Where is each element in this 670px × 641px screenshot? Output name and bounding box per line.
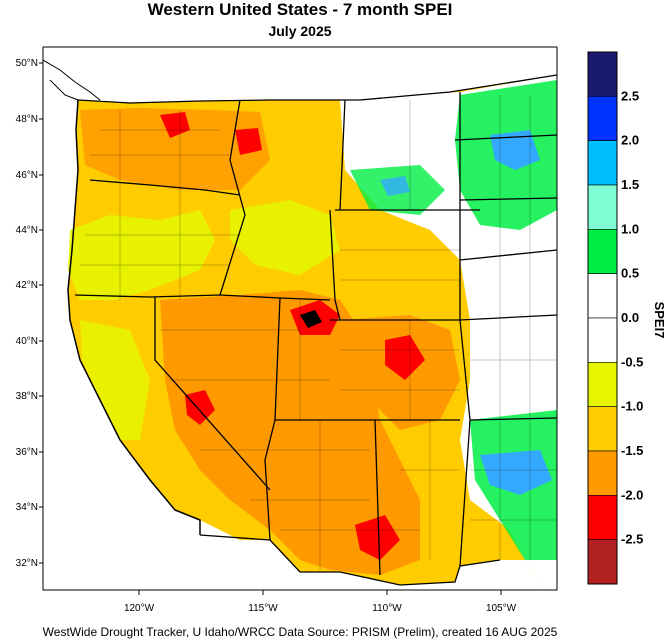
latitude-label: 40°N [16, 336, 38, 347]
colorbar-tick-label: 0.5 [621, 266, 639, 281]
colorbar-tick-label: -1.5 [621, 443, 643, 458]
very-wet-dakota [490, 130, 540, 170]
colorbar-tick-label: 1.5 [621, 177, 639, 192]
very-dry-great-basin [160, 290, 420, 575]
spei-colorbar: 2.5 2.0 1.5 1.0 0.5 0.0 -0.5 -1.0 -1.5 -2.0 -2.5 [587, 51, 643, 585]
colorbar-segment [587, 140, 618, 186]
colorbar-frame [587, 51, 618, 585]
colorbar-segment [587, 229, 618, 274]
colorbar-segment [587, 273, 618, 319]
map-footer-credit: WestWide Drought Tracker, U Idaho/WRCC D… [42, 625, 558, 639]
latitude-label: 38°N [16, 391, 38, 402]
moderately-dry-coastal [68, 210, 215, 300]
extreme-dry-nevada [185, 390, 215, 425]
extreme-dry-colorado [385, 335, 425, 380]
extreme-dry-washington [160, 112, 190, 138]
colorbar-tick-label: 2.0 [621, 133, 639, 148]
colorbar-segment [587, 51, 618, 97]
latitude-labels: 50°N 48°N 46°N 44°N 42°N 40°N 38°N 36°N 34°N 32°N [16, 58, 43, 569]
colorbar-segment [587, 406, 618, 452]
colorbar-segment [587, 317, 618, 363]
pacific-coastline [67, 99, 201, 535]
map-subtitle: July 2025 [268, 23, 332, 39]
county-boundaries [80, 95, 557, 570]
colorbar-segment [587, 450, 618, 496]
longitude-label: 115°W [248, 603, 278, 614]
great-salt-lake [300, 310, 322, 328]
moderately-dry-idaho [230, 200, 340, 275]
latitude-label: 36°N [16, 447, 38, 458]
latitude-label: 32°N [16, 558, 38, 569]
colorbar-segment [587, 96, 618, 141]
colorbar-tick-label: -2.5 [621, 532, 643, 547]
latitude-label: 46°N [16, 170, 38, 181]
wet-spot-wyoming [380, 176, 410, 196]
longitude-label: 110°W [372, 603, 402, 614]
colorbar-tick-label: 0.0 [621, 310, 639, 325]
colorbar-segment [587, 184, 618, 230]
longitude-label: 105°W [486, 603, 517, 614]
longitude-label: 120°W [124, 603, 155, 614]
colorbar-title: SPEI7 [652, 302, 667, 339]
longitude-labels: 120°W 115°W 110°W 105°W [124, 590, 517, 614]
extreme-dry-idaho [235, 128, 262, 155]
very-wet-texas [480, 450, 552, 495]
latitude-label: 44°N [16, 225, 38, 236]
latitude-label: 34°N [16, 502, 38, 513]
colorbar-tick-label: -0.5 [621, 354, 643, 369]
canada-coastline [43, 59, 101, 101]
mexico-border [199, 534, 501, 586]
colorbar-tick-label: -2.0 [621, 487, 643, 502]
colorbar-segment [587, 495, 618, 540]
moderately-dry-california [80, 320, 150, 440]
extreme-dry-new-mexico [355, 515, 400, 560]
map-frame [42, 46, 558, 591]
colorbar-segment [587, 539, 618, 585]
very-dry-washington [80, 108, 270, 190]
map-body [43, 47, 557, 590]
colorbar-segment [587, 362, 618, 407]
map-title: Western United States - 7 month SPEI [147, 0, 453, 19]
colorbar-tick-label: -1.0 [621, 399, 643, 414]
latitude-label: 50°N [16, 58, 38, 69]
colorbar-tick-label: 1.0 [621, 221, 639, 236]
latitude-label: 48°N [16, 114, 38, 125]
latitude-label: 42°N [16, 280, 38, 291]
colorbar-tick-label: 2.5 [621, 88, 639, 103]
